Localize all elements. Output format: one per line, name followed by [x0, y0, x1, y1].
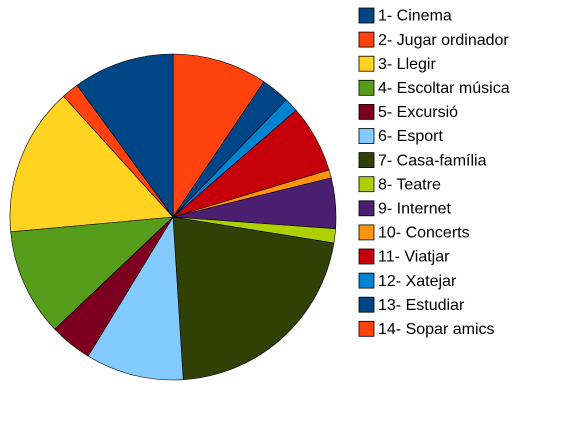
legend-swatch [358, 320, 375, 337]
legend-label: 7- Casa-família [378, 152, 487, 169]
legend-label: 8- Teatre [378, 176, 441, 193]
legend-swatch [358, 152, 375, 169]
legend-swatch [358, 104, 375, 120]
pie-slice [87, 216, 184, 381]
legend-swatch [358, 31, 375, 48]
legend-swatch [358, 200, 375, 217]
legend-label: 1- Cinema [378, 8, 452, 25]
legend-swatch [358, 176, 375, 193]
pie-slice [9, 95, 174, 233]
legend-swatch [358, 79, 375, 96]
legend-label: 13- Estudiar [378, 297, 465, 314]
legend-swatch [358, 7, 375, 24]
legend-label: 11- Viatjar [378, 249, 450, 266]
legend-swatch [358, 296, 375, 313]
legend-label: 12- Xatejar [378, 273, 457, 290]
legend-swatch [358, 272, 375, 289]
pie-slice [10, 216, 174, 330]
legend-label: 9- Internet [378, 201, 451, 218]
legend-swatch [358, 55, 375, 72]
legend-label: 3- Llegir [378, 56, 436, 73]
legend-label: 14- Sopar amics [378, 321, 495, 338]
legend-label: 5- Excursió [378, 104, 458, 121]
pie-slice [172, 216, 335, 380]
legend-swatch [358, 248, 375, 265]
legend-label: 6- Esport [378, 128, 443, 145]
pie-slice [76, 53, 174, 218]
legend-label: 10- Concerts [378, 225, 470, 242]
legend-swatch [358, 128, 375, 144]
legend-label: 4- Escoltar música [378, 80, 510, 97]
legend-swatch [358, 224, 375, 241]
legend-label: 2- Jugar ordinador [378, 32, 509, 49]
pie-slice [172, 53, 265, 218]
